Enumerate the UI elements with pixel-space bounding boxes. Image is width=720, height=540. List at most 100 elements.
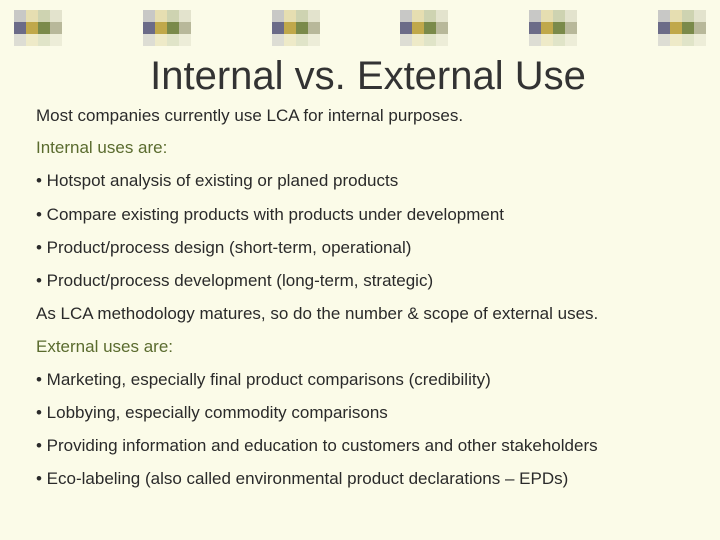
decor-column	[658, 10, 670, 46]
internal-bullets: • Hotspot analysis of existing or planed…	[36, 170, 700, 291]
decor-square	[412, 22, 424, 34]
decor-square	[14, 10, 26, 22]
decor-square	[682, 22, 694, 34]
decor-square	[296, 34, 308, 46]
decor-square	[26, 10, 38, 22]
decor-column	[529, 10, 541, 46]
list-item: • Product/process design (short-term, op…	[36, 237, 700, 258]
decor-square	[284, 34, 296, 46]
decor-square	[179, 10, 191, 22]
decor-square	[143, 10, 155, 22]
decor-square	[658, 34, 670, 46]
decor-square	[167, 34, 179, 46]
decor-square	[26, 22, 38, 34]
decor-square	[167, 22, 179, 34]
decor-square	[26, 34, 38, 46]
transition-paragraph: As LCA methodology matures, so do the nu…	[36, 303, 700, 324]
decor-square	[541, 22, 553, 34]
external-bullets: • Marketing, especially final product co…	[36, 369, 700, 490]
decor-column	[50, 10, 62, 46]
decor-square	[682, 10, 694, 22]
decor-square	[155, 10, 167, 22]
decor-column	[296, 10, 308, 46]
intro-paragraph: Most companies currently use LCA for int…	[36, 105, 700, 126]
decor-square	[155, 34, 167, 46]
decor-square	[565, 34, 577, 46]
decor-square	[14, 22, 26, 34]
decor-square	[296, 22, 308, 34]
decor-square	[541, 34, 553, 46]
decor-square	[682, 34, 694, 46]
decor-square	[565, 22, 577, 34]
decor-column	[565, 10, 577, 46]
decor-column	[424, 10, 436, 46]
decor-square	[436, 10, 448, 22]
decor-group	[400, 10, 448, 46]
decor-square	[670, 34, 682, 46]
list-item: • Eco-labeling (also called environmenta…	[36, 468, 700, 489]
decor-square	[694, 34, 706, 46]
decor-square	[179, 22, 191, 34]
decor-square	[553, 34, 565, 46]
decor-square	[694, 22, 706, 34]
decor-square	[424, 34, 436, 46]
decor-square	[179, 34, 191, 46]
list-item: • Marketing, especially final product co…	[36, 369, 700, 390]
decor-square	[50, 22, 62, 34]
decor-square	[541, 10, 553, 22]
decor-square	[658, 10, 670, 22]
decor-column	[308, 10, 320, 46]
list-item: • Hotspot analysis of existing or planed…	[36, 170, 700, 191]
decor-square	[670, 10, 682, 22]
decor-square	[400, 22, 412, 34]
slide-title: Internal vs. External Use	[66, 54, 670, 99]
decor-square	[658, 22, 670, 34]
decor-square	[694, 10, 706, 22]
decor-square	[272, 34, 284, 46]
list-item: • Lobbying, especially commodity compari…	[36, 402, 700, 423]
decor-square	[424, 10, 436, 22]
decor-column	[179, 10, 191, 46]
decor-column	[541, 10, 553, 46]
decor-square	[38, 10, 50, 22]
decor-column	[272, 10, 284, 46]
internal-heading: Internal uses are:	[36, 138, 700, 158]
decor-column	[26, 10, 38, 46]
decor-square	[50, 34, 62, 46]
decor-column	[167, 10, 179, 46]
decor-group	[143, 10, 191, 46]
decor-column	[694, 10, 706, 46]
decor-column	[412, 10, 424, 46]
decor-square	[400, 10, 412, 22]
decor-square	[424, 22, 436, 34]
decor-square	[38, 34, 50, 46]
slide-content: Internal vs. External Use Most companies…	[36, 54, 700, 530]
decor-square	[50, 10, 62, 22]
decor-square	[565, 10, 577, 22]
decor-column	[400, 10, 412, 46]
decor-square	[38, 22, 50, 34]
decor-square	[308, 10, 320, 22]
decor-column	[14, 10, 26, 46]
decor-square	[308, 22, 320, 34]
decorative-top-border	[0, 10, 720, 46]
decor-column	[553, 10, 565, 46]
decor-column	[155, 10, 167, 46]
decor-square	[400, 34, 412, 46]
decor-group	[14, 10, 62, 46]
decor-square	[412, 34, 424, 46]
decor-square	[553, 22, 565, 34]
decor-square	[284, 22, 296, 34]
decor-square	[167, 10, 179, 22]
list-item: • Compare existing products with product…	[36, 204, 700, 225]
decor-square	[436, 22, 448, 34]
decor-square	[143, 34, 155, 46]
decor-column	[38, 10, 50, 46]
decor-column	[670, 10, 682, 46]
list-item: • Product/process development (long-term…	[36, 270, 700, 291]
decor-square	[272, 10, 284, 22]
decor-square	[308, 34, 320, 46]
decor-group	[529, 10, 577, 46]
decor-square	[529, 10, 541, 22]
decor-square	[412, 10, 424, 22]
